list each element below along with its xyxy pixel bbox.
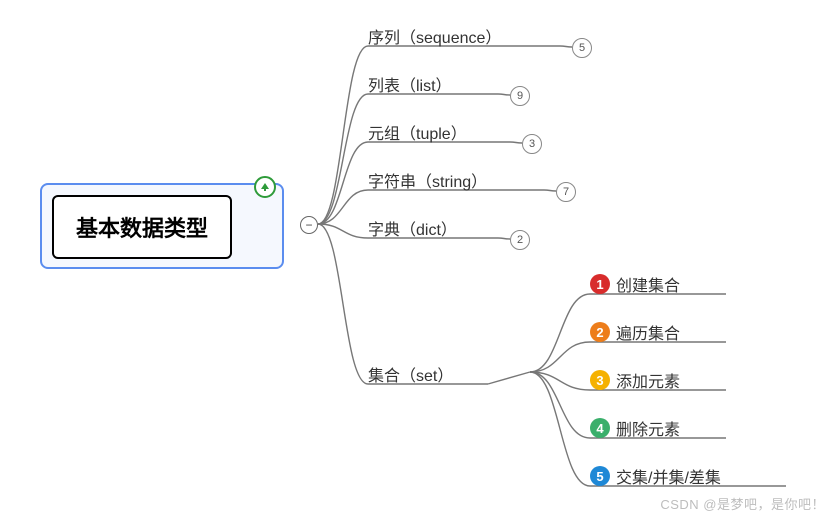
root-node[interactable]: 基本数据类型 [52,195,232,259]
branch-str[interactable]: 字符串（string） [368,168,487,194]
set-child-1[interactable]: 1 创建集合 [590,272,680,296]
collapse-glyph: − [305,219,312,231]
set-child-label: 遍历集合 [616,320,680,344]
count-badge-seq[interactable]: 5 [572,38,592,58]
watermark-text: CSDN @是梦吧，是你吧！ [660,494,825,513]
branch-list[interactable]: 列表（list） [368,72,452,98]
number-badge-icon: 3 [590,370,610,390]
collapse-toggle[interactable]: − [300,216,318,234]
branch-tuple[interactable]: 元组（tuple） [368,120,467,146]
set-child-label: 删除元素 [616,416,680,440]
branch-set[interactable]: 集合（set） [368,362,453,388]
count-badge-dict[interactable]: 2 [510,230,530,250]
number-badge-icon: 2 [590,322,610,342]
set-child-label: 交集/并集/差集 [616,464,721,488]
set-child-4[interactable]: 4 删除元素 [590,416,680,440]
count-badge-tuple[interactable]: 3 [522,134,542,154]
set-child-5[interactable]: 5 交集/并集/差集 [590,464,721,488]
count-badge-str[interactable]: 7 [556,182,576,202]
root-label: 基本数据类型 [52,195,232,259]
number-badge-icon: 5 [590,466,610,486]
set-child-2[interactable]: 2 遍历集合 [590,320,680,344]
branch-seq[interactable]: 序列（sequence） [368,24,501,50]
number-badge-icon: 4 [590,418,610,438]
set-child-label: 添加元素 [616,368,680,392]
count-badge-list[interactable]: 9 [510,86,530,106]
number-badge-icon: 1 [590,274,610,294]
set-child-label: 创建集合 [616,272,680,296]
branch-dict[interactable]: 字典（dict） [368,216,457,242]
set-child-3[interactable]: 3 添加元素 [590,368,680,392]
move-up-button[interactable] [254,176,276,198]
